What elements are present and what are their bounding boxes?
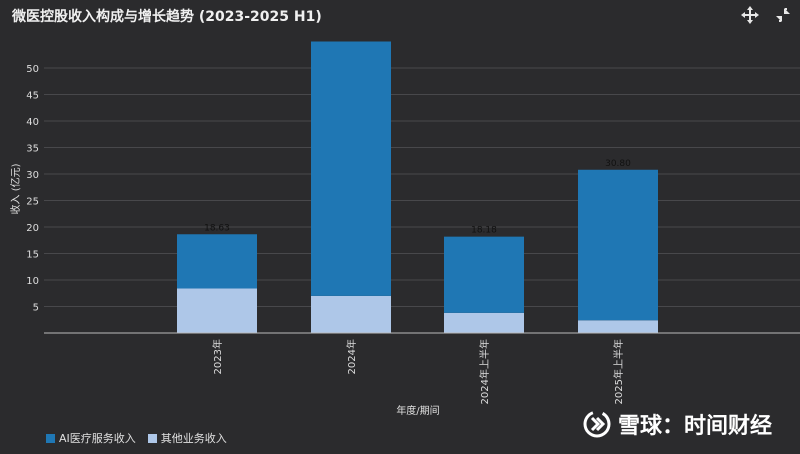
x-axis-label: 年度/期间 [396,404,439,417]
bar-segment-ai[interactable] [444,236,524,313]
bar-segment-other[interactable] [311,295,391,333]
bar-segment-other[interactable] [578,320,658,333]
y-axis-label: 收入 (亿元) [9,163,22,214]
y-tick-label: 35 [26,144,39,155]
watermark: 雪球：时间财经 [582,408,772,440]
bar-segment-ai[interactable] [311,41,391,296]
legend: AI医疗服务收入 其他业务收入 [46,430,227,446]
y-tick-label: 50 [26,64,39,75]
y-tick-label: 5 [33,303,39,314]
expand-arrows-icon[interactable] [740,5,760,25]
y-tick-label: 15 [26,250,39,261]
legend-item-ai[interactable]: AI医疗服务收入 [46,430,136,446]
legend-swatch-other [147,433,157,443]
collapse-arrows-icon[interactable] [773,5,793,25]
y-tick-label: 40 [26,117,39,128]
y-tick-label: 30 [26,170,39,181]
bar-total-label: 30.80 [605,159,631,169]
y-tick-label: 25 [26,197,39,208]
legend-swatch-ai [46,433,55,443]
x-tick-label: 2024年上半年 [478,339,491,404]
snowball-logo-icon [583,410,611,438]
y-tick-label: 45 [26,91,39,102]
bar-total-label: 18.63 [204,223,230,233]
x-tick-label: 2024年 [345,339,358,374]
x-tick-label: 2025年上半年 [612,339,625,404]
bar-segment-other[interactable] [177,288,257,333]
legend-item-other[interactable]: 其他业务收入 [147,430,227,446]
bar-total-label: 18.18 [471,226,497,236]
y-tick-label: 10 [26,276,39,287]
legend-label-ai: AI医疗服务收入 [59,432,136,445]
y-tick-label: 20 [26,223,39,234]
bar-segment-ai[interactable] [578,169,658,321]
bar-segment-ai[interactable] [177,234,257,289]
chart-title: 微医控股收入构成与增长趋势 (2023-2025 H1) [12,9,322,25]
bar-segment-other[interactable] [444,312,524,333]
x-tick-label: 2023年 [211,339,224,374]
legend-label-other: 其他业务收入 [160,432,227,445]
watermark-text: 雪球：时间财经 [618,414,773,439]
